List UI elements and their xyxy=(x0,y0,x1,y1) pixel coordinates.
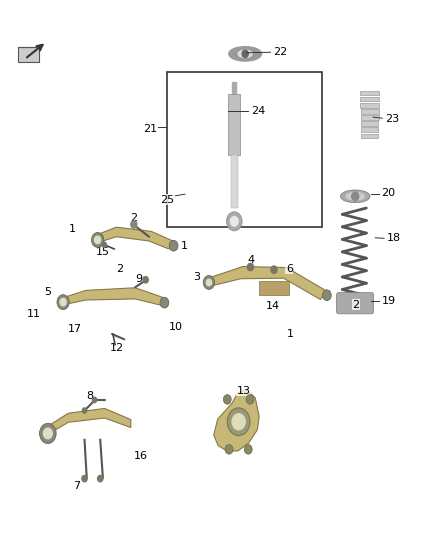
Text: 16: 16 xyxy=(134,451,148,461)
Circle shape xyxy=(352,192,359,200)
Circle shape xyxy=(206,279,212,286)
Text: 24: 24 xyxy=(251,106,265,116)
Circle shape xyxy=(92,232,104,247)
Bar xyxy=(360,115,378,120)
Circle shape xyxy=(98,475,103,482)
Polygon shape xyxy=(214,390,259,451)
Circle shape xyxy=(227,408,250,435)
Circle shape xyxy=(232,414,245,430)
Text: 12: 12 xyxy=(110,343,124,353)
Text: 6: 6 xyxy=(286,264,293,273)
Circle shape xyxy=(242,50,248,58)
Text: 19: 19 xyxy=(381,295,396,305)
Text: 20: 20 xyxy=(381,188,396,198)
Bar xyxy=(228,94,240,155)
Ellipse shape xyxy=(346,192,364,200)
Circle shape xyxy=(160,297,169,308)
Polygon shape xyxy=(95,227,175,249)
Text: 25: 25 xyxy=(160,195,174,205)
Circle shape xyxy=(57,295,69,310)
Circle shape xyxy=(271,266,277,273)
Bar xyxy=(360,91,379,95)
Bar xyxy=(166,72,321,227)
Circle shape xyxy=(169,240,178,251)
Bar xyxy=(360,97,379,101)
Text: 21: 21 xyxy=(143,124,157,134)
Circle shape xyxy=(102,242,106,247)
Circle shape xyxy=(226,212,242,231)
Circle shape xyxy=(131,221,137,228)
Text: 18: 18 xyxy=(387,233,401,244)
Text: 23: 23 xyxy=(385,114,399,124)
Ellipse shape xyxy=(340,190,370,203)
Ellipse shape xyxy=(229,47,261,61)
Circle shape xyxy=(82,475,87,482)
Text: 9: 9 xyxy=(135,274,142,284)
Text: 2: 2 xyxy=(117,264,124,273)
Bar xyxy=(259,281,289,295)
Text: 7: 7 xyxy=(73,481,80,490)
Text: 2: 2 xyxy=(130,213,138,223)
Text: 3: 3 xyxy=(194,272,201,281)
Circle shape xyxy=(95,236,101,244)
Circle shape xyxy=(92,397,97,402)
Text: 1: 1 xyxy=(181,241,188,251)
Polygon shape xyxy=(61,288,166,306)
Circle shape xyxy=(225,445,233,454)
Bar xyxy=(360,103,379,108)
Bar xyxy=(232,82,237,94)
Bar xyxy=(361,127,378,132)
Text: 14: 14 xyxy=(265,301,280,311)
Text: 17: 17 xyxy=(68,324,82,334)
Circle shape xyxy=(203,276,215,289)
Polygon shape xyxy=(42,408,131,438)
Circle shape xyxy=(43,428,52,439)
Circle shape xyxy=(143,277,148,283)
Circle shape xyxy=(247,263,254,271)
Text: 8: 8 xyxy=(86,391,93,401)
Circle shape xyxy=(60,298,66,306)
Circle shape xyxy=(39,423,56,443)
Bar xyxy=(361,122,378,126)
Text: 1: 1 xyxy=(69,224,76,235)
Circle shape xyxy=(82,408,87,413)
Ellipse shape xyxy=(238,50,252,58)
Text: 2: 2 xyxy=(353,300,360,310)
Bar xyxy=(361,134,378,138)
Text: 5: 5 xyxy=(44,287,51,297)
FancyBboxPatch shape xyxy=(336,293,374,314)
Bar xyxy=(231,155,238,208)
Text: 11: 11 xyxy=(27,309,41,319)
Text: 13: 13 xyxy=(237,386,251,396)
Bar xyxy=(360,109,379,114)
Circle shape xyxy=(246,394,254,404)
Circle shape xyxy=(223,394,231,404)
Text: 15: 15 xyxy=(95,247,110,256)
Text: 10: 10 xyxy=(169,322,183,332)
Text: 1: 1 xyxy=(286,329,293,339)
Circle shape xyxy=(244,445,252,454)
Circle shape xyxy=(230,216,238,226)
Text: 22: 22 xyxy=(274,47,288,57)
Circle shape xyxy=(322,290,331,301)
Bar xyxy=(18,47,39,62)
Polygon shape xyxy=(208,266,327,300)
Text: 4: 4 xyxy=(247,255,254,265)
